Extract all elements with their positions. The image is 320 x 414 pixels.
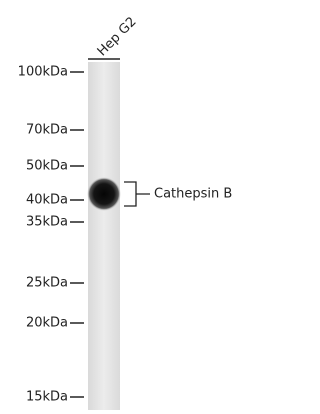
marker-label: 50kDa [26, 159, 68, 174]
band-bracket [124, 182, 150, 206]
band-label: Cathepsin B [154, 187, 232, 202]
protein-band [87, 177, 121, 211]
marker-label: 70kDa [26, 123, 68, 138]
marker-label: 15kDa [26, 390, 68, 405]
blot-lane [88, 62, 120, 410]
western-blot: Hep G2 Cathepsin B 100kDa 70kDa 50kDa 40kDa… [0, 0, 249, 410]
lane-label: Hep G2 [95, 14, 140, 59]
marker-label: 20kDa [26, 316, 68, 331]
marker-label: 40kDa [26, 193, 68, 208]
marker-label: 100kDa [18, 65, 68, 80]
marker-label: 25kDa [26, 276, 68, 291]
marker-label: 35kDa [26, 215, 68, 230]
